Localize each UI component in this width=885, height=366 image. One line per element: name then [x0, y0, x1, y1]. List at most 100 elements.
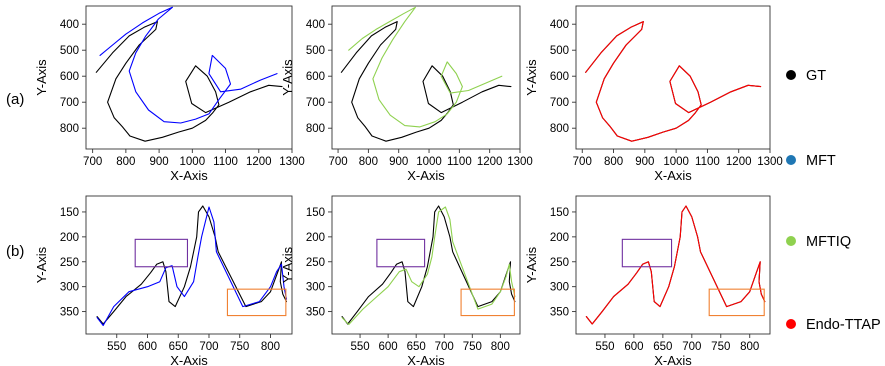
y-tick-label-800: 800 [306, 123, 325, 135]
panel-a-gt-mftiq: 700 800 900 1000 1100 1200 1300 400 500 600 700 800… [280, 5, 533, 183]
x-tick-label-750: 750 [463, 341, 482, 353]
trajectory-gt [95, 21, 283, 142]
x-tick-label-1200: 1200 [246, 156, 272, 168]
legend-label-gt: GT [806, 68, 826, 84]
panel-a-gt-mft: 700 800 900 1000 1100 1200 1300 400 500 600 700 800… [34, 5, 305, 183]
x-tick-label-800: 800 [604, 156, 623, 168]
x-tick-label-550: 550 [350, 341, 369, 353]
x-tick-label-1000: 1000 [180, 156, 206, 168]
legend: GT MFT MFTIQ Endo-TTAP [786, 68, 881, 333]
x-tick-label-700: 700 [435, 341, 454, 353]
x-tick-label-700: 700 [682, 341, 701, 353]
x-tick-label-1000: 1000 [416, 156, 442, 168]
y-tick-label-500: 500 [550, 45, 569, 57]
y-tick-label-400: 400 [306, 19, 325, 31]
x-tick-label-600: 600 [138, 341, 157, 353]
trajectory-mft [99, 6, 278, 124]
y-tick-label-600: 600 [550, 71, 569, 83]
legend-marker-mft [786, 155, 796, 165]
x-axis-label: X-Axis [407, 353, 445, 366]
x-axis-label: X-Axis [170, 353, 208, 366]
trajectory-gt [585, 21, 762, 142]
x-tick-label-1300: 1300 [507, 156, 533, 168]
y-axis-label: Y-Axis [280, 59, 295, 96]
axes-frame [331, 195, 521, 335]
y-tick-label-800: 800 [60, 123, 79, 135]
trajectory-gt [341, 205, 516, 325]
y-tick-label-500: 500 [60, 45, 79, 57]
x-axis-label: X-Axis [654, 168, 692, 183]
x-tick-label-650: 650 [169, 341, 188, 353]
legend-marker-endo-ttap [786, 319, 796, 329]
y-tick-label-300: 300 [550, 282, 569, 294]
y-axis-label: Y-Axis [34, 246, 49, 283]
axes-frame [575, 195, 771, 335]
panel-b-gt-endo-ttap: 550 600 650 700 750 800 150 200 250 300 350 X-Axis Y… [524, 195, 771, 366]
y-tick-label-200: 200 [306, 232, 325, 244]
row-label-a: (a) [6, 91, 24, 108]
trajectory-endo-ttap [585, 205, 766, 325]
x-tick-label-700: 700 [328, 156, 347, 168]
trajectory-mftiq [348, 6, 503, 128]
highlight-box-orange [708, 288, 765, 317]
x-tick-label-900: 900 [150, 156, 169, 168]
axes-frame [575, 5, 771, 150]
y-tick-label-250: 250 [550, 257, 569, 269]
y-tick-label-400: 400 [550, 19, 569, 31]
axes-frame [331, 5, 521, 150]
y-tick-label-150: 150 [60, 207, 79, 219]
x-tick-label-600: 600 [379, 341, 398, 353]
y-axis-label: Y-Axis [34, 59, 49, 96]
x-tick-label-750: 750 [711, 341, 730, 353]
row-label-b: (b) [6, 243, 24, 260]
legend-marker-mftiq [786, 236, 796, 246]
x-tick-label-550: 550 [107, 341, 126, 353]
x-tick-label-600: 600 [624, 341, 643, 353]
x-tick-label-1300: 1300 [279, 156, 305, 168]
x-axis-label: X-Axis [170, 168, 208, 183]
y-tick-label-200: 200 [550, 232, 569, 244]
y-tick-label-350: 350 [60, 307, 79, 319]
highlight-box-purple [134, 238, 189, 268]
x-tick-label-550: 550 [595, 341, 614, 353]
y-tick-label-150: 150 [550, 207, 569, 219]
y-tick-label-700: 700 [306, 97, 325, 109]
y-tick-label-300: 300 [306, 282, 325, 294]
y-tick-label-700: 700 [550, 97, 569, 109]
x-tick-label-1100: 1100 [695, 156, 720, 168]
axes-frame [85, 195, 293, 335]
y-axis-label: Y-Axis [524, 59, 539, 96]
x-tick-label-750: 750 [230, 341, 249, 353]
highlight-box-orange [460, 288, 515, 317]
trajectory-mft [96, 206, 288, 327]
legend-label-mft: MFT [806, 153, 836, 169]
y-tick-label-800: 800 [550, 123, 569, 135]
legend-marker-gt [786, 70, 796, 80]
highlight-box-orange [226, 288, 287, 317]
x-axis-label: X-Axis [407, 168, 445, 183]
x-tick-label-800: 800 [261, 341, 280, 353]
panel-b-gt-mft: 550 600 650 700 750 800 150 200 250 300 350 X-Axis Y… [34, 195, 293, 366]
x-tick-label-1200: 1200 [477, 156, 503, 168]
legend-label-endo-ttap: Endo-TTAP [806, 317, 881, 333]
legend-label-mftiq: MFTIQ [806, 234, 851, 250]
x-tick-label-800: 800 [740, 341, 759, 353]
trajectory-gt [96, 205, 288, 325]
y-tick-label-350: 350 [306, 307, 325, 319]
y-tick-label-400: 400 [60, 19, 79, 31]
panel-a-gt-endo-ttap: 700 800 900 1000 1100 1200 1300 400 500 600 700 800… [524, 5, 783, 183]
x-tick-label-1100: 1100 [447, 156, 472, 168]
y-tick-label-250: 250 [306, 257, 325, 269]
highlight-box-purple [376, 238, 426, 268]
x-tick-label-1100: 1100 [213, 156, 238, 168]
y-tick-label-200: 200 [60, 232, 79, 244]
x-tick-label-800: 800 [116, 156, 135, 168]
panel-b-gt-mftiq: 550 600 650 700 750 800 150 200 250 300 350 X-Axis Y… [280, 195, 521, 366]
y-tick-label-300: 300 [60, 282, 79, 294]
x-tick-label-900: 900 [389, 156, 408, 168]
axes-frame [85, 5, 293, 150]
trajectory-gt [585, 205, 766, 325]
x-axis-label: X-Axis [654, 353, 692, 366]
x-tick-label-700: 700 [199, 341, 218, 353]
